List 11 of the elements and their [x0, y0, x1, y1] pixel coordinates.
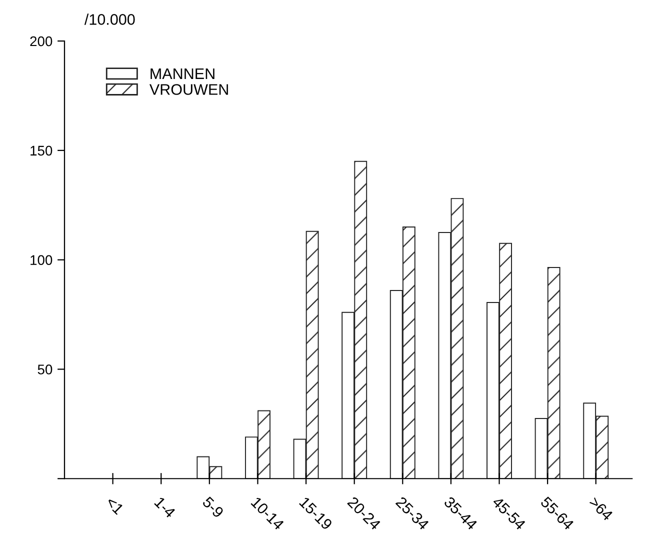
x-tick-label: <1	[106, 496, 124, 515]
y-tick-label: 150	[30, 146, 52, 156]
y-tick-label: 100	[30, 255, 52, 265]
y-tick-label: 200	[30, 36, 52, 46]
x-tick-label: >64	[588, 496, 614, 522]
legend-label: VROUWEN	[149, 84, 228, 95]
y-tick-label: 50	[38, 364, 52, 374]
x-tick-label: 5-9	[202, 496, 224, 518]
legend-label: MANNEN	[150, 68, 214, 79]
y-axis-title: /10.000	[84, 14, 135, 25]
x-tick-label: 1-4	[154, 496, 176, 518]
